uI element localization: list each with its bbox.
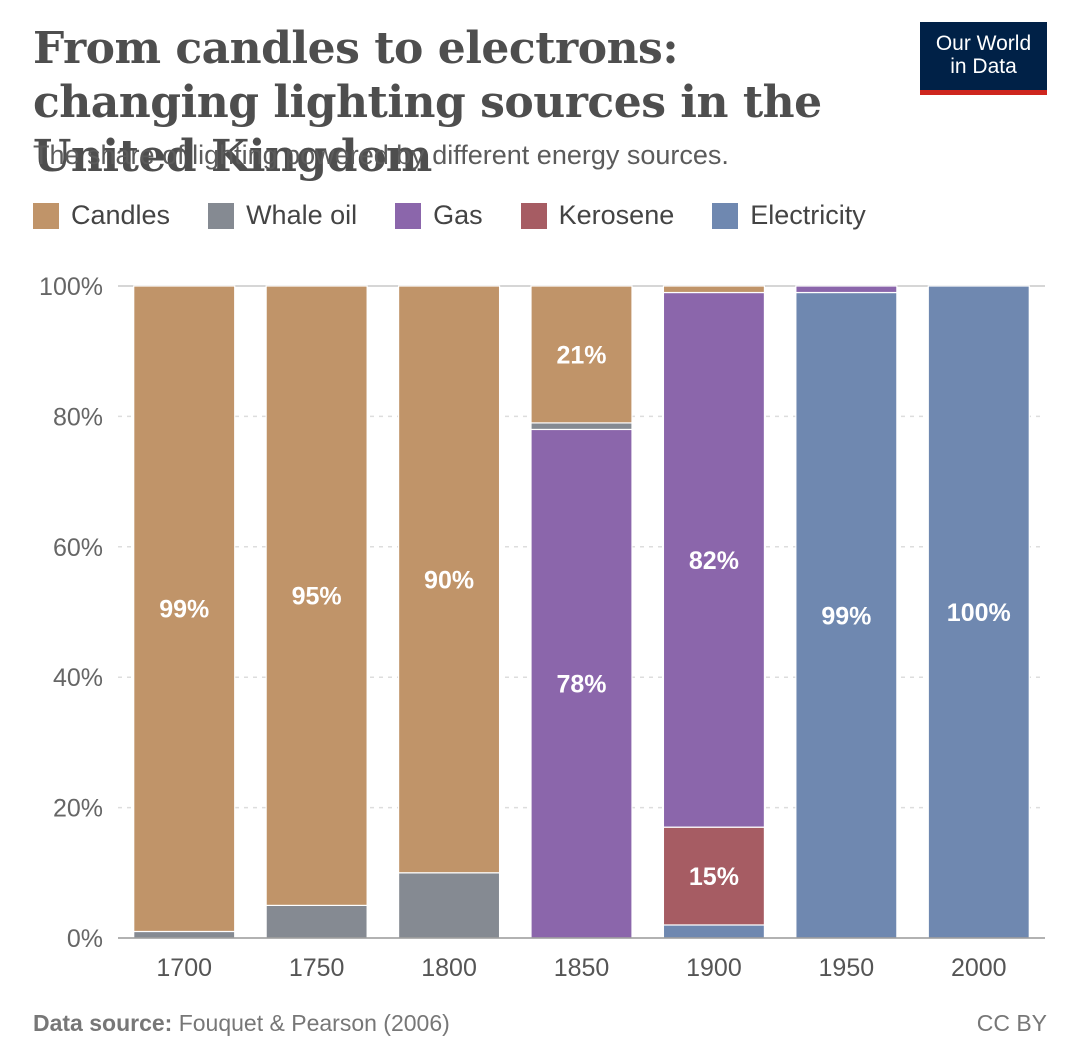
chart-subtitle: The share of lighting powered by differe… xyxy=(33,140,729,170)
y-tick-label: 0% xyxy=(67,925,103,953)
bar-segment-whale-oil-1850[interactable] xyxy=(530,422,633,431)
y-tick-label: 80% xyxy=(53,403,103,431)
bar-segment-candles-1700[interactable] xyxy=(133,285,236,933)
bar-segment-candles-1850[interactable] xyxy=(530,285,633,424)
legend-label-electricity: Electricity xyxy=(750,200,866,230)
x-tick-label: 1850 xyxy=(554,954,610,982)
bar-segment-whale-oil-1750[interactable] xyxy=(265,904,368,939)
legend-swatch-electricity xyxy=(712,202,739,229)
data-source-label: Data source: xyxy=(33,1010,173,1036)
bar-segment-electricity-1900[interactable] xyxy=(662,924,766,939)
legend-item-candles[interactable]: Candles xyxy=(33,200,170,231)
y-tick-label: 100% xyxy=(39,273,103,301)
legend-swatch-whale-oil xyxy=(208,202,235,229)
bar-segment-whale-oil-1800[interactable] xyxy=(397,872,501,939)
legend-label-whale-oil: Whale oil xyxy=(246,200,358,230)
bar-segment-gas-1950[interactable] xyxy=(795,285,898,294)
bar-segment-gas-1850[interactable] xyxy=(530,428,633,939)
legend: Candles Whale oil Gas Kerosene Electrici… xyxy=(33,200,904,231)
x-tick-label: 1950 xyxy=(819,954,875,982)
logo-line-1: Our World xyxy=(935,32,1032,55)
legend-item-gas[interactable]: Gas xyxy=(395,200,483,231)
legend-swatch-kerosene xyxy=(520,202,547,229)
legend-label-kerosene: Kerosene xyxy=(558,200,675,230)
data-label-candles-1850: 21% xyxy=(556,341,606,369)
logo-line-2: in Data xyxy=(950,55,1017,78)
bar-segment-gas-1900[interactable] xyxy=(662,291,766,828)
x-tick-label: 2000 xyxy=(951,954,1007,982)
data-label-candles-1700: 99% xyxy=(159,596,209,624)
bar-segment-candles-1800[interactable] xyxy=(397,285,501,874)
bar-segment-candles-1900[interactable] xyxy=(662,285,766,294)
bar-segment-whale-oil-1700[interactable] xyxy=(133,930,236,939)
data-label-gas-1850: 78% xyxy=(556,671,606,699)
data-source-text[interactable]: Fouquet & Pearson (2006) xyxy=(178,1010,450,1036)
y-tick-label: 40% xyxy=(53,664,103,692)
license[interactable]: CC BY xyxy=(976,1010,1047,1036)
data-label-candles-1750: 95% xyxy=(292,583,342,611)
legend-item-whale-oil[interactable]: Whale oil xyxy=(208,200,357,231)
legend-item-electricity[interactable]: Electricity xyxy=(712,200,866,231)
x-tick-label: 1800 xyxy=(421,954,477,982)
x-tick-label: 1750 xyxy=(289,954,345,982)
y-tick-label: 60% xyxy=(53,534,103,562)
bar-segment-electricity-1950[interactable] xyxy=(795,291,898,939)
legend-label-candles: Candles xyxy=(71,200,171,230)
data-label-gas-1900: 82% xyxy=(689,547,739,575)
data-label-electricity-1950: 99% xyxy=(821,602,871,630)
bar-segment-candles-1750[interactable] xyxy=(265,285,368,907)
y-tick-label: 20% xyxy=(53,795,103,823)
data-source: Data source: Fouquet & Pearson (2006) xyxy=(33,1010,450,1037)
legend-swatch-candles xyxy=(33,202,59,229)
bar-segment-kerosene-1900[interactable] xyxy=(662,826,766,926)
legend-label-gas: Gas xyxy=(433,200,483,230)
data-label-electricity-2000: 100% xyxy=(947,599,1011,627)
data-label-candles-1800: 90% xyxy=(424,566,474,594)
legend-item-kerosene[interactable]: Kerosene xyxy=(520,200,675,231)
owid-logo[interactable]: Our World in Data xyxy=(920,22,1047,95)
legend-swatch-gas xyxy=(395,202,422,229)
data-label-kerosene-1900: 15% xyxy=(689,863,739,891)
chart-title: From candles to electrons: changing ligh… xyxy=(33,23,822,182)
x-tick-label: 1700 xyxy=(156,954,212,982)
x-tick-label: 1900 xyxy=(686,954,742,982)
bar-segment-electricity-2000[interactable] xyxy=(927,285,1030,939)
